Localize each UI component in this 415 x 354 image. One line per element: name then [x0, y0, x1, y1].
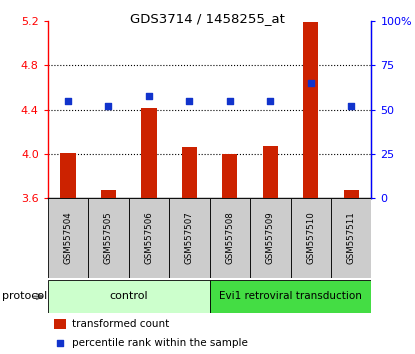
Point	[105, 103, 112, 109]
Bar	[141, 108, 156, 198]
Text: GSM557506: GSM557506	[144, 212, 154, 264]
Bar	[210, 198, 250, 278]
Point	[65, 98, 71, 104]
Bar	[290, 198, 331, 278]
Bar	[129, 198, 169, 278]
Point	[146, 93, 152, 98]
Point	[186, 98, 193, 104]
Point	[227, 98, 233, 104]
Text: protocol: protocol	[2, 291, 47, 302]
Bar	[48, 198, 88, 278]
Text: GSM557510: GSM557510	[306, 212, 315, 264]
Bar	[88, 198, 129, 278]
Text: GSM557507: GSM557507	[185, 212, 194, 264]
Text: GDS3714 / 1458255_at: GDS3714 / 1458255_at	[130, 12, 285, 25]
Bar	[344, 190, 359, 198]
Bar	[303, 22, 318, 198]
Bar	[54, 319, 66, 329]
Bar	[169, 198, 210, 278]
Text: GSM557504: GSM557504	[63, 212, 73, 264]
Bar	[60, 153, 76, 198]
Point	[348, 103, 354, 109]
Bar	[210, 280, 371, 313]
Bar	[182, 147, 197, 198]
Point	[267, 98, 273, 104]
Point	[57, 340, 63, 346]
Bar	[263, 146, 278, 198]
Bar	[48, 280, 210, 313]
Bar	[101, 190, 116, 198]
Text: Evi1 retroviral transduction: Evi1 retroviral transduction	[219, 291, 362, 302]
Text: GSM557505: GSM557505	[104, 212, 113, 264]
Text: percentile rank within the sample: percentile rank within the sample	[72, 338, 248, 348]
Bar	[331, 198, 371, 278]
Bar	[222, 154, 237, 198]
Text: GSM557509: GSM557509	[266, 212, 275, 264]
Text: GSM557511: GSM557511	[347, 212, 356, 264]
Text: GSM557508: GSM557508	[225, 212, 234, 264]
Text: control: control	[109, 291, 148, 302]
Text: transformed count: transformed count	[72, 319, 169, 329]
Bar	[250, 198, 290, 278]
Point	[308, 80, 314, 86]
